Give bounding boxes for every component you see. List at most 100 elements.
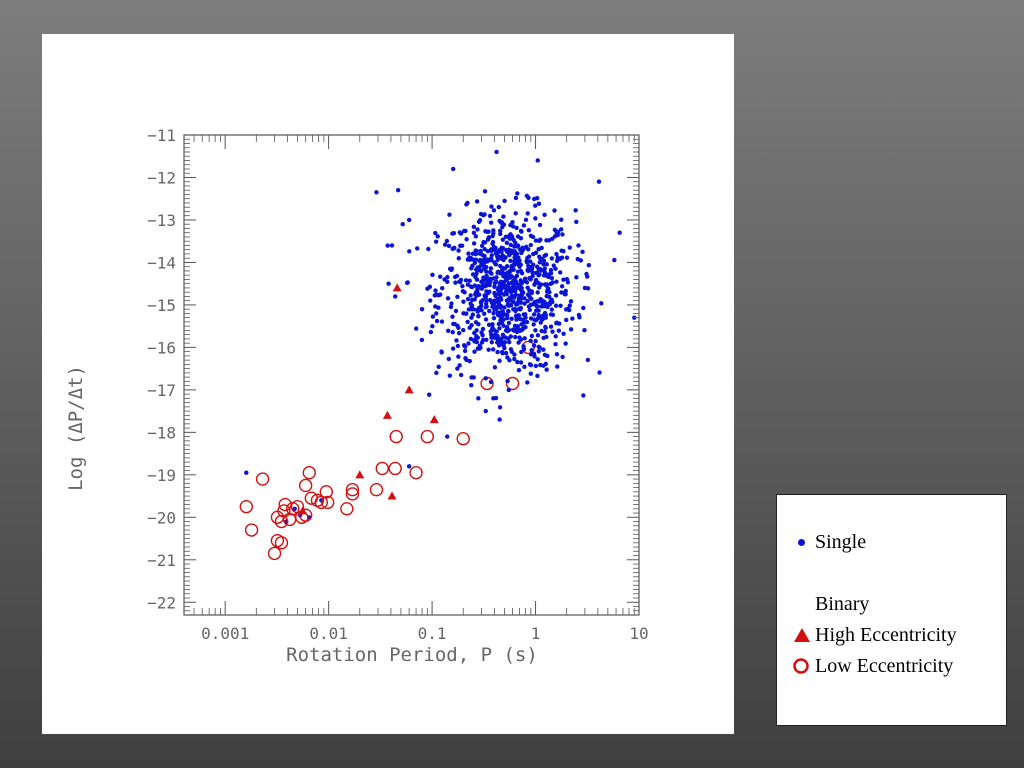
single-point <box>436 364 441 370</box>
single-point <box>482 311 487 316</box>
single-point <box>537 272 542 277</box>
single-point <box>485 237 491 242</box>
single-point <box>524 319 530 325</box>
single-point <box>498 271 503 276</box>
single-point <box>506 308 511 314</box>
single-point <box>484 264 489 270</box>
high-ecc-point <box>382 410 392 419</box>
low-ecc-point <box>298 478 313 493</box>
y-tick-label: −16 <box>147 338 176 357</box>
single-point <box>550 312 556 317</box>
single-point <box>476 313 481 319</box>
single-point <box>529 266 535 271</box>
single-point <box>463 278 469 283</box>
single-point <box>515 261 520 267</box>
single-point <box>535 290 540 295</box>
single-point <box>525 255 530 261</box>
single-point <box>456 330 462 336</box>
single-point <box>419 306 425 312</box>
single-point <box>514 329 520 335</box>
single-point <box>564 255 570 260</box>
high-ecc-point <box>429 415 439 424</box>
single-point <box>483 301 489 306</box>
single-point <box>480 279 485 284</box>
single-point <box>487 269 493 275</box>
scatter-plot: −11 −12 −13 −14 −15 −16 −17 −18 −19 −20 −21 −22 0.00… <box>65 126 649 666</box>
single-point <box>495 287 501 292</box>
single-point <box>506 336 511 341</box>
single-point <box>470 263 475 269</box>
single-point <box>491 208 497 213</box>
single-point <box>483 294 489 299</box>
single-point <box>460 284 465 289</box>
single-point <box>529 333 535 339</box>
single-point <box>536 267 541 272</box>
single-point <box>581 393 586 398</box>
low-ecc-point <box>345 487 360 501</box>
single-point <box>486 322 492 327</box>
single-point <box>392 294 398 299</box>
single-point <box>548 281 553 286</box>
single-point <box>413 326 419 331</box>
single-point <box>490 241 495 247</box>
single-point <box>428 329 434 335</box>
single-point <box>480 333 485 338</box>
single-point <box>433 239 439 244</box>
single-point <box>471 230 477 236</box>
single-point <box>518 268 524 274</box>
single-point <box>484 297 489 303</box>
single-point <box>553 341 558 347</box>
single-point <box>498 318 503 323</box>
single-point <box>498 279 504 284</box>
single-point <box>537 314 542 319</box>
single-point <box>483 305 489 310</box>
single-point <box>514 279 519 285</box>
single-point <box>568 299 574 304</box>
single-point <box>476 267 481 273</box>
single-point <box>508 248 513 253</box>
single-point <box>505 328 511 333</box>
single-point <box>496 300 502 306</box>
single-point <box>531 343 537 348</box>
single-point <box>437 274 443 279</box>
single-point <box>501 341 506 346</box>
single-point <box>518 307 523 312</box>
single-point <box>578 258 584 263</box>
low-ecc-point <box>321 495 335 510</box>
single-point <box>521 223 527 228</box>
red-triangle-icon <box>794 628 810 642</box>
single-point <box>521 312 526 317</box>
single-point <box>544 283 549 289</box>
red-open-circle-icon <box>793 658 809 674</box>
single-point <box>574 275 579 280</box>
single-point <box>461 299 466 304</box>
single-point <box>456 256 461 261</box>
single-point <box>544 289 550 294</box>
single-point <box>528 363 534 368</box>
single-point <box>465 282 471 287</box>
single-point <box>428 298 433 303</box>
single-point <box>473 248 478 253</box>
single-point <box>512 259 517 264</box>
single-point <box>513 252 518 257</box>
single-point <box>541 347 546 352</box>
single-point <box>495 257 500 262</box>
single-point <box>472 260 478 266</box>
y-tick-label: −18 <box>147 423 176 442</box>
single-point <box>574 219 579 225</box>
single-point <box>560 354 565 360</box>
single-point <box>576 243 581 248</box>
single-point <box>498 228 503 233</box>
single-point <box>515 191 520 196</box>
single-point <box>497 405 503 410</box>
single-point <box>515 243 521 248</box>
single-point <box>552 227 558 233</box>
low-ecc-point <box>345 482 360 497</box>
single-point <box>533 250 539 255</box>
single-point <box>567 307 572 313</box>
single-point <box>532 354 537 359</box>
single-point <box>482 246 487 252</box>
single-point <box>454 273 460 279</box>
single-point <box>462 348 468 354</box>
single-point <box>470 272 476 277</box>
